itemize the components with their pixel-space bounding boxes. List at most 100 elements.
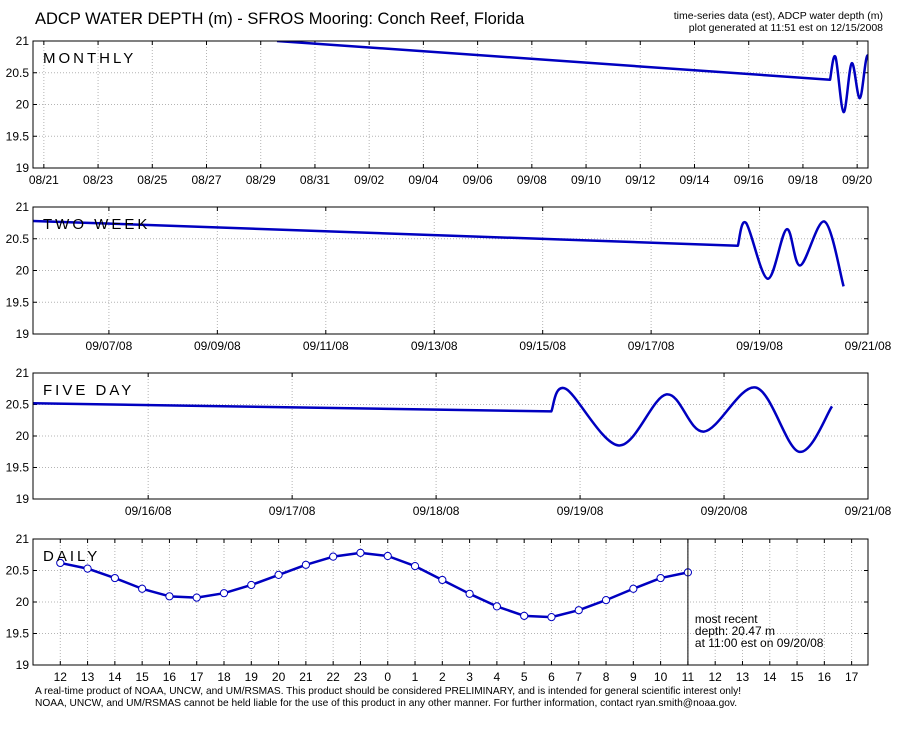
data-point (165, 592, 174, 601)
data-point (356, 548, 365, 557)
x-tick-label: 08/21 (29, 173, 59, 187)
data-point (601, 596, 611, 605)
x-tick-label: 13 (736, 670, 750, 684)
meta-line-2: plot generated at 11:51 est on 12/15/200… (688, 22, 883, 34)
data-point (301, 560, 310, 569)
x-tick-label: 22 (326, 670, 340, 684)
x-tick-label: 17 (845, 670, 859, 684)
x-tick-label: 09/13/08 (411, 339, 458, 353)
x-tick-label: 14 (763, 670, 777, 684)
x-tick-label: 09/15/08 (519, 339, 566, 353)
chart-panel-0: 08/21 08/23 08/25 08/27 08/29 08/31 09/02 09/04… (6, 34, 873, 187)
x-tick-label: 12 (54, 670, 68, 684)
data-point (383, 551, 392, 561)
x-tick-label: 09/06 (463, 173, 493, 187)
data-point (656, 573, 665, 583)
x-tick-label: 15 (790, 670, 804, 684)
x-tick-label: 08/23 (83, 173, 113, 187)
series-line (276, 41, 868, 114)
x-tick-label: 0 (384, 670, 391, 684)
x-tick-label: 12 (709, 670, 723, 684)
x-tick-label: 11 (682, 670, 695, 684)
x-tick-label: 09/17/08 (628, 339, 675, 353)
y-tick-label: 19.5 (6, 129, 30, 143)
x-tick-label: 09/14 (679, 173, 709, 187)
x-tick-label: 09/19/08 (557, 504, 604, 518)
x-tick-label: 09/21/08 (845, 339, 892, 353)
y-tick-label: 20.5 (6, 232, 30, 246)
x-tick-label: 16 (163, 670, 177, 684)
y-tick-label: 19.5 (6, 461, 30, 475)
data-point (192, 593, 201, 602)
plot-frame (32, 206, 869, 335)
x-tick-label: 7 (575, 670, 582, 684)
y-tick-label: 20 (16, 595, 30, 609)
y-tick-label: 19 (16, 161, 30, 175)
data-point (410, 561, 420, 571)
chart-panel-3: 12 13 14 15 16 17 18 19 20 21 22 23 0 1 2 3 4 5 6 7 8 9 10 11 12… (6, 532, 869, 684)
data-point (629, 584, 638, 593)
y-tick-label: 21 (16, 34, 30, 48)
x-tick-label: 09/18 (788, 173, 818, 187)
y-tick-label: 19.5 (6, 627, 30, 641)
x-tick-label: 1 (412, 670, 419, 684)
most-recent-note-line: depth: 20.47 m (695, 624, 775, 638)
x-tick-label: 5 (521, 670, 528, 684)
x-tick-label: 09/04 (408, 173, 438, 187)
data-point (138, 584, 147, 593)
page-title: ADCP WATER DEPTH (m) - SFROS Mooring: Co… (35, 10, 525, 28)
data-point (329, 552, 338, 561)
disclaimer-line-1: A real-time product of NOAA, UNCW, and U… (35, 686, 742, 697)
data-point (520, 611, 529, 620)
y-tick-label: 21 (16, 366, 30, 380)
x-tick-label: 8 (603, 670, 610, 684)
x-tick-label: 09/07/08 (86, 339, 133, 353)
data-point (110, 573, 119, 583)
x-tick-label: 3 (466, 670, 473, 684)
data-point (274, 570, 283, 580)
x-tick-label: 09/18/08 (413, 504, 460, 518)
disclaimer-footer: A real-time product of NOAA, UNCW, and U… (35, 686, 741, 710)
plot-frame (32, 372, 869, 500)
plot-frame (32, 538, 869, 666)
data-point (438, 575, 447, 585)
most-recent-note-line: at 11:00 est on 09/20/08 (695, 636, 824, 650)
x-tick-label: 9 (630, 670, 637, 684)
data-point (547, 613, 556, 622)
data-point (465, 589, 474, 598)
y-tick-label: 20.5 (6, 564, 30, 578)
x-tick-label: 09/10 (571, 173, 601, 187)
y-tick-label: 19 (16, 492, 30, 506)
series-line (33, 219, 845, 287)
x-tick-label: 08/29 (246, 173, 276, 187)
x-tick-label: 09/20/08 (701, 504, 748, 518)
x-tick-label: 09/08 (517, 173, 547, 187)
x-tick-label: 09/21/08 (845, 504, 892, 518)
most-recent-note-line: most recent (695, 612, 758, 626)
x-tick-label: 08/25 (137, 173, 167, 187)
x-tick-label: 14 (108, 670, 122, 684)
x-tick-label: 19 (245, 670, 259, 684)
plot-frame (32, 40, 869, 169)
x-tick-label: 21 (299, 670, 313, 684)
x-tick-label: 20 (272, 670, 286, 684)
x-tick-label: 10 (654, 670, 668, 684)
x-tick-label: 09/02 (354, 173, 384, 187)
y-tick-label: 19 (16, 327, 30, 341)
plot-metadata: time-series data (est), ADCP water depth… (674, 10, 883, 34)
chart-panel-2: 09/16/08 09/17/08 09/18/08 09/19/08 09/20/08… (6, 366, 892, 518)
y-tick-label: 21 (16, 532, 30, 546)
x-tick-label: 2 (439, 670, 446, 684)
x-tick-label: 16 (818, 670, 832, 684)
x-tick-label: 09/11/08 (303, 339, 349, 353)
x-tick-label: 09/16/08 (125, 504, 172, 518)
x-tick-label: 09/09/08 (194, 339, 241, 353)
y-tick-label: 19 (16, 658, 30, 672)
data-point (247, 580, 256, 590)
x-tick-label: 09/17/08 (269, 504, 316, 518)
disclaimer-line-2: NOAA, UNCW, and UM/RSMAS cannot be held … (35, 698, 738, 709)
data-point (574, 606, 583, 615)
y-tick-label: 20 (16, 264, 30, 278)
x-tick-label: 17 (190, 670, 204, 684)
x-tick-label: 09/16 (734, 173, 764, 187)
